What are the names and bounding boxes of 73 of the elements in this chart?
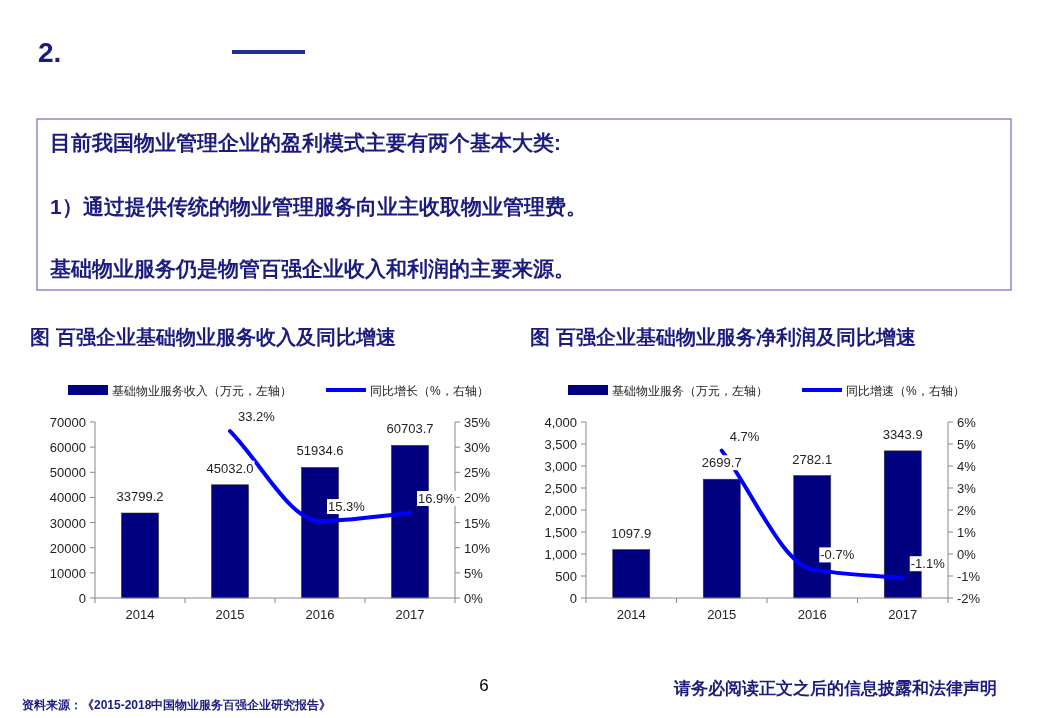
legend-label: 同比增速（%，右轴） <box>846 384 965 398</box>
y-tick-label: 3,500 <box>544 437 577 452</box>
data-label: 4.7% <box>729 428 760 444</box>
y2-tick-label: 10% <box>464 540 491 556</box>
bar <box>612 549 651 599</box>
y2-tick-label: 20% <box>464 490 491 506</box>
data-label: 51934.6 <box>296 443 344 459</box>
y2-tick-label: 0% <box>957 547 977 562</box>
data-label: 1097.9 <box>611 525 652 541</box>
bar <box>121 512 159 599</box>
data-label: 33.2% <box>238 409 276 425</box>
y-tick-label: 20000 <box>49 540 86 556</box>
data-label: 60703.7 <box>386 421 434 437</box>
y-tick-label: 40000 <box>49 490 86 506</box>
legend-label: 同比增长（%，右轴） <box>370 384 489 398</box>
y-tick-label: 1,000 <box>544 547 577 562</box>
y2-tick-label: 3% <box>957 481 977 496</box>
data-label: -1.1% <box>910 556 946 572</box>
y-tick-label: 2,000 <box>544 503 577 518</box>
chart-title: 图 百强企业基础物业服务收入及同比增速 <box>30 326 396 348</box>
y2-tick-label: 35% <box>464 415 491 430</box>
text: 1）通过提供传统的物业管理服务向业主收取物业管理费。 <box>50 195 587 218</box>
y2-tick-label: 5% <box>464 565 484 581</box>
y2-tick-label: 4% <box>957 459 977 474</box>
y-tick-label: 10000 <box>49 565 86 581</box>
data-label: 2699.7 <box>701 455 742 471</box>
y-tick-label: 3,000 <box>544 459 577 474</box>
data-label: 33799.2 <box>116 489 164 505</box>
x-tick-label: 2016 <box>797 607 827 622</box>
x-tick-label: 2017 <box>395 607 425 622</box>
y-tick-label: 50000 <box>49 465 86 481</box>
y2-tick-label: 2% <box>957 503 977 518</box>
x-tick-label: 2017 <box>888 607 918 622</box>
x-tick-label: 2014 <box>616 607 646 622</box>
data-label: 16.9% <box>418 491 456 507</box>
bar <box>211 484 249 599</box>
y-tick-label: 4,000 <box>544 415 577 430</box>
text: 资料来源：《2015-2018中国物业服务百强企业研究报告》 <box>22 698 332 712</box>
x-tick-label: 2016 <box>305 607 335 622</box>
y-tick-label: 0 <box>569 591 577 606</box>
y2-tick-label: 0% <box>464 591 484 606</box>
x-tick-label: 2014 <box>125 607 155 622</box>
text: 2. <box>38 37 62 68</box>
y-tick-label: 60000 <box>49 440 86 456</box>
legend-label: 基础物业服务收入（万元，左轴） <box>112 384 292 398</box>
data-label: 15.3% <box>328 499 366 515</box>
text: 基础物业服务仍是物管百强企业收入和利润的主要来源。 <box>49 257 575 280</box>
y2-tick-label: -2% <box>957 591 981 606</box>
data-label: 45032.0 <box>206 460 254 476</box>
y2-tick-label: -1% <box>957 569 981 584</box>
x-tick-label: 2015 <box>215 607 245 622</box>
y2-tick-label: 1% <box>957 525 977 540</box>
y-tick-label: 30000 <box>49 515 86 531</box>
y-tick-label: 0 <box>78 591 86 606</box>
y-tick-label: 500 <box>555 569 577 584</box>
chart-title: 图 百强企业基础物业服务净利润及同比增速 <box>530 326 916 348</box>
text: 请务必阅读正文之后的信息披露和法律声明 <box>673 679 997 698</box>
y2-tick-label: 5% <box>957 437 977 452</box>
data-label: 3343.9 <box>882 426 923 442</box>
bar <box>702 478 741 599</box>
text: 6 <box>479 676 489 695</box>
y2-tick-label: 30% <box>464 440 491 456</box>
y-tick-label: 1,500 <box>544 525 577 540</box>
y-tick-label: 2,500 <box>544 481 577 496</box>
y2-tick-label: 6% <box>957 415 977 430</box>
data-label: -0.7% <box>820 547 855 563</box>
y-tick-label: 70000 <box>49 415 86 430</box>
data-label: 2782.1 <box>792 451 833 467</box>
legend-label: 基础物业服务（万元，左轴） <box>612 384 768 398</box>
y2-tick-label: 25% <box>464 465 491 481</box>
x-tick-label: 2015 <box>707 607 737 622</box>
text: 目前我国物业管理企业的盈利模式主要有两个基本大类: <box>50 131 561 154</box>
y2-tick-label: 15% <box>464 515 491 531</box>
